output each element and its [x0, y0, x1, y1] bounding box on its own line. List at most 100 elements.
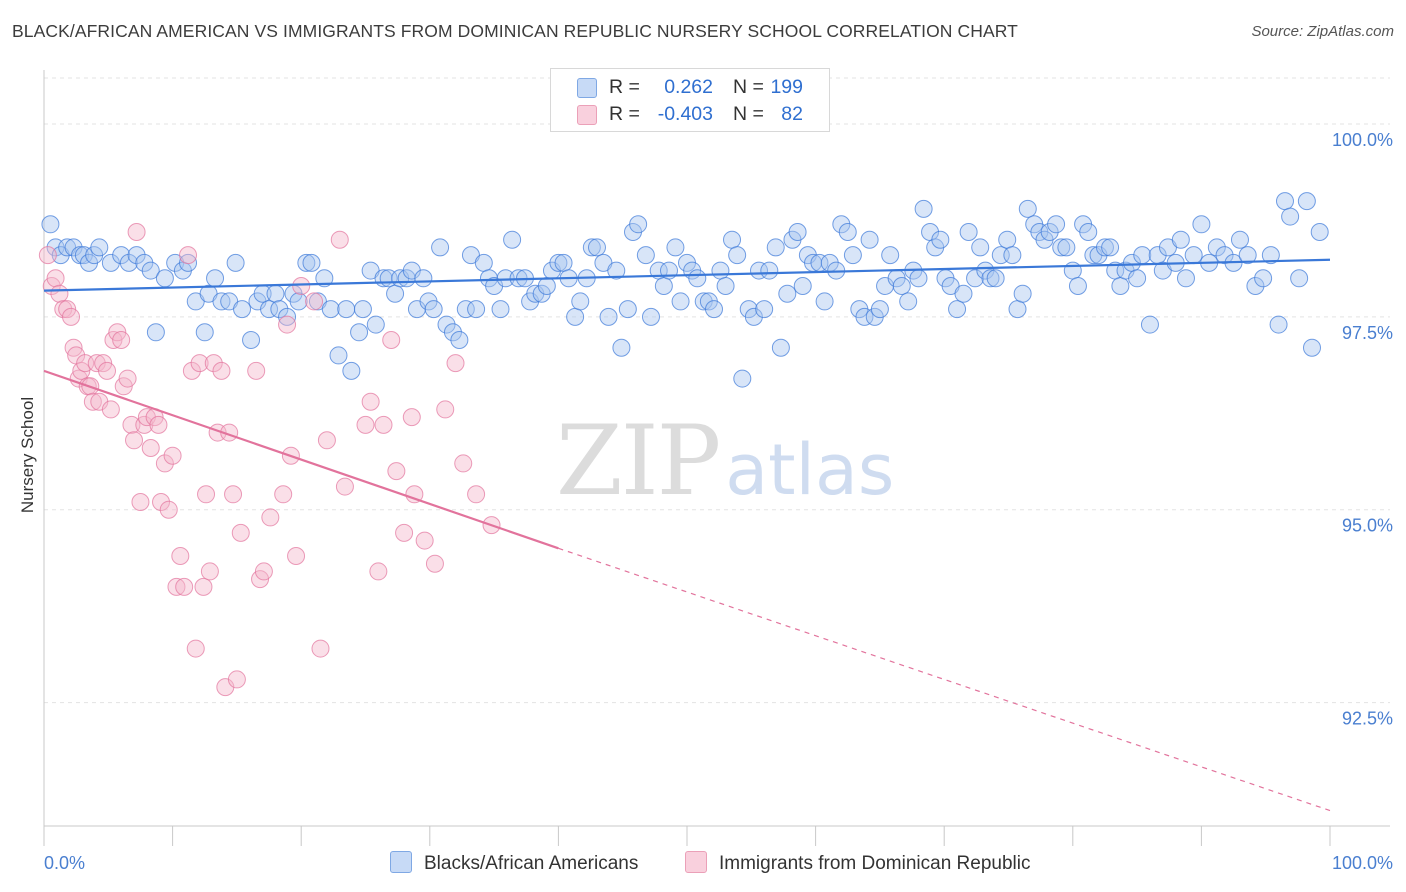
- dominican-point: [101, 400, 120, 419]
- blacks-point: [1192, 215, 1211, 234]
- blacks-point: [266, 284, 285, 303]
- dominican-point: [98, 361, 117, 380]
- blacks-point: [503, 230, 522, 249]
- dominican-point: [374, 415, 393, 434]
- dominican-point: [405, 485, 424, 504]
- blacks-point: [443, 323, 462, 342]
- blacks-point: [566, 307, 585, 326]
- blacks-point: [1281, 207, 1300, 226]
- blacks-point: [1095, 238, 1114, 257]
- blacks-point: [155, 269, 174, 288]
- blacks-point: [278, 307, 297, 326]
- blacks-point: [1128, 269, 1147, 288]
- blacks-point: [671, 292, 690, 311]
- blacks-point: [1310, 223, 1329, 241]
- dominican-point: [152, 493, 171, 511]
- blacks-point: [297, 253, 316, 272]
- blacks-point: [1290, 269, 1309, 288]
- watermark-atlas: atlas: [725, 429, 895, 511]
- blacks-point: [760, 261, 779, 280]
- blacks-point: [666, 238, 685, 257]
- legend-n-value: 199: [770, 76, 803, 98]
- blacks-point: [1079, 223, 1098, 241]
- bottom-legend-blacks: Blacks/African Americans: [390, 851, 638, 875]
- dominican-point: [274, 485, 293, 504]
- dominican-point: [292, 277, 311, 295]
- blacks-point: [1207, 238, 1226, 257]
- blacks-point: [1184, 246, 1203, 265]
- dominican-point: [118, 369, 137, 388]
- dominican-point: [204, 354, 223, 373]
- bottom-legend-label-blacks: Blacks/African Americans: [424, 853, 639, 874]
- blacks-point: [141, 261, 160, 280]
- dominican-point: [186, 639, 205, 658]
- dominican-point: [278, 315, 297, 334]
- blacks-point: [554, 253, 573, 272]
- dominican-point: [254, 562, 273, 581]
- dominican-point: [131, 493, 150, 511]
- blacks-point: [582, 238, 601, 257]
- blacks-point: [629, 215, 648, 234]
- blacks-point: [1068, 277, 1087, 295]
- blacks-point: [766, 238, 785, 257]
- dominican-point: [38, 246, 57, 265]
- blacks-point: [998, 230, 1017, 249]
- blacks-point: [771, 338, 790, 357]
- dominican-point: [197, 485, 216, 504]
- blacks-point: [342, 361, 361, 380]
- blacks-point: [914, 199, 933, 218]
- dominican-point: [141, 439, 160, 457]
- bottom-legend-dominican: Immigrants from Dominican Republic: [685, 851, 1031, 875]
- blacks-point: [1238, 246, 1257, 265]
- blacks-point: [618, 300, 637, 319]
- legend-n-label: N =: [733, 103, 764, 125]
- dominican-point: [163, 446, 182, 465]
- blacks-point: [636, 246, 655, 265]
- blacks-point: [881, 246, 900, 265]
- dominican-point: [149, 415, 168, 434]
- blacks-point: [750, 261, 769, 280]
- legend-n-value: 82: [781, 103, 803, 125]
- bottom-legend-swatch-pink: [685, 851, 707, 873]
- watermark: ZIPatlas: [556, 405, 894, 517]
- blacks-point: [1101, 238, 1120, 257]
- blacks-point: [386, 284, 405, 303]
- blacks-point: [1269, 315, 1288, 334]
- dominican-point: [305, 292, 324, 311]
- dominican-point: [182, 361, 201, 380]
- blacks-point: [1018, 199, 1037, 218]
- blacks-point: [1052, 238, 1071, 257]
- dominican-point: [356, 415, 375, 434]
- blacks-point: [135, 253, 154, 272]
- blacks-point: [474, 253, 493, 272]
- blacks-point: [971, 238, 990, 257]
- blacks-point: [1057, 238, 1076, 257]
- blacks-point: [1254, 269, 1273, 288]
- dominican-point: [127, 223, 146, 241]
- blacks-point: [587, 238, 606, 257]
- dominican-point: [167, 577, 186, 596]
- blacks-point: [909, 269, 928, 288]
- blacks-point: [206, 269, 225, 288]
- blacks-point: [212, 292, 231, 311]
- dominican-point: [122, 415, 141, 434]
- dominican-point: [361, 392, 380, 411]
- dominican-point: [330, 230, 349, 249]
- blacks-point: [705, 300, 724, 319]
- blacks-point: [491, 300, 510, 319]
- blacks-point: [112, 246, 131, 265]
- blacks-point: [1040, 223, 1059, 241]
- blacks-point: [1246, 277, 1265, 295]
- dominican-point: [190, 354, 209, 373]
- blacks-point: [467, 300, 486, 319]
- blacks-point: [571, 292, 590, 311]
- dominican-point: [175, 577, 194, 596]
- blacks-point: [832, 215, 851, 234]
- dominican-point: [227, 670, 246, 689]
- blacks-point: [242, 331, 261, 349]
- watermark-zip: ZIP: [556, 405, 721, 517]
- legend-r-value: -0.403: [657, 103, 713, 125]
- blacks-point: [537, 277, 556, 295]
- bottom-legend-label-dominican: Immigrants from Dominican Republic: [719, 853, 1031, 874]
